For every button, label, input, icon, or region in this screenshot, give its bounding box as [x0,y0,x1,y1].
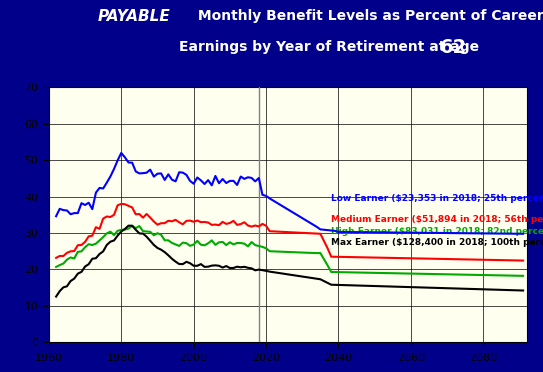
Text: Max Earner ($128,400 in 2018; 100th percentile): Max Earner ($128,400 in 2018; 100th perc… [331,238,543,247]
Text: Earnings by Year of Retirement at age: Earnings by Year of Retirement at age [179,40,484,54]
Text: High Earner ($83,031 in 2018; 82nd percentile): High Earner ($83,031 in 2018; 82nd perce… [331,227,543,236]
Text: Medium Earner ($51,894 in 2018; 56th percentile): Medium Earner ($51,894 in 2018; 56th per… [331,215,543,224]
Text: Monthly Benefit Levels as Percent of Career-Average: Monthly Benefit Levels as Percent of Car… [193,9,543,23]
Text: PAYABLE: PAYABLE [98,9,171,24]
Text: Low Earner ($23,353 in 2018; 25th percentile): Low Earner ($23,353 in 2018; 25th percen… [331,194,543,203]
Text: 62: 62 [440,38,467,57]
